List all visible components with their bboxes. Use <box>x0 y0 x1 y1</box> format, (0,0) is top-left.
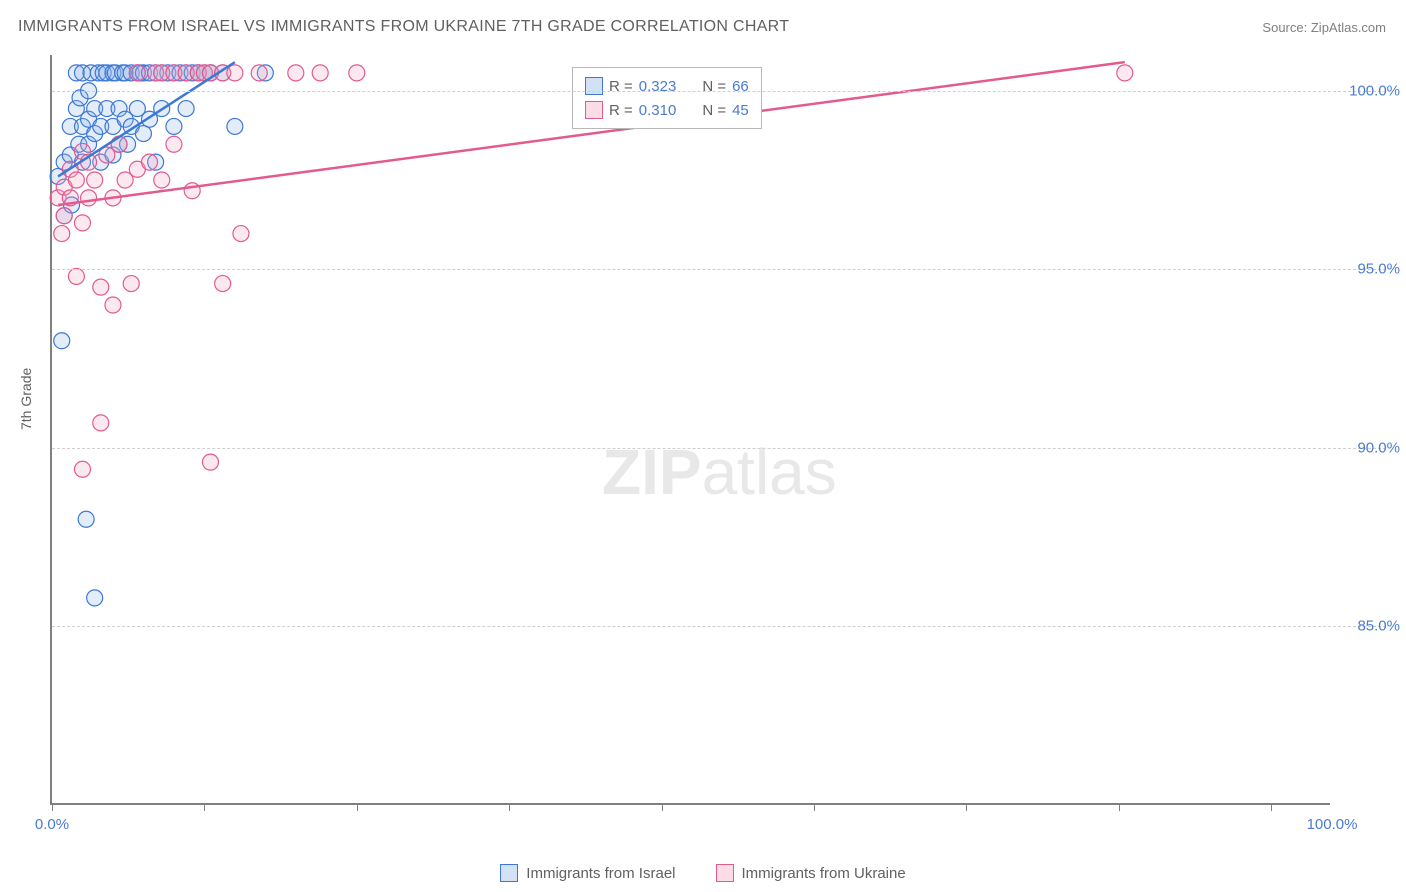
gridline <box>52 448 1386 449</box>
legend-swatch <box>585 101 603 119</box>
scatter-point[interactable] <box>154 172 170 188</box>
scatter-point[interactable] <box>68 172 84 188</box>
source-link[interactable]: ZipAtlas.com <box>1311 20 1386 35</box>
x-tick <box>357 803 358 811</box>
source-attribution: Source: ZipAtlas.com <box>1262 20 1386 35</box>
x-tick <box>204 803 205 811</box>
scatter-point[interactable] <box>74 461 90 477</box>
x-tick <box>814 803 815 811</box>
scatter-point[interactable] <box>93 415 109 431</box>
scatter-point[interactable] <box>202 454 218 470</box>
gridline <box>52 91 1386 92</box>
scatter-point[interactable] <box>56 208 72 224</box>
x-axis-max-label: 100.0% <box>1307 816 1358 833</box>
scatter-point[interactable] <box>81 190 97 206</box>
scatter-point[interactable] <box>111 136 127 152</box>
scatter-point[interactable] <box>87 172 103 188</box>
r-label: R = <box>609 102 633 119</box>
scatter-point[interactable] <box>1117 65 1133 81</box>
x-tick <box>1119 803 1120 811</box>
gridline <box>52 626 1386 627</box>
r-value: 0.310 <box>639 102 677 119</box>
r-label: R = <box>609 78 633 95</box>
n-label: N = <box>702 102 726 119</box>
y-axis-label: 7th Grade <box>18 368 34 430</box>
y-tick-label: 100.0% <box>1340 82 1400 99</box>
legend-label: Immigrants from Ukraine <box>742 865 906 882</box>
scatter-point[interactable] <box>68 268 84 284</box>
scatter-point[interactable] <box>178 101 194 117</box>
x-tick <box>1271 803 1272 811</box>
scatter-point[interactable] <box>166 136 182 152</box>
scatter-point[interactable] <box>233 226 249 242</box>
x-tick <box>966 803 967 811</box>
scatter-point[interactable] <box>215 276 231 292</box>
scatter-point[interactable] <box>142 154 158 170</box>
stats-legend-row: R = 0.310 N = 45 <box>585 98 749 122</box>
legend-label: Immigrants from Israel <box>526 865 675 882</box>
chart-plot-area: ZIPatlas R = 0.323N = 66R = 0.310N = 45 … <box>50 55 1330 805</box>
scatter-point[interactable] <box>349 65 365 81</box>
scatter-svg <box>52 55 1330 803</box>
scatter-point[interactable] <box>227 118 243 134</box>
source-label: Source: <box>1262 20 1307 35</box>
y-tick-label: 95.0% <box>1340 261 1400 278</box>
scatter-point[interactable] <box>87 590 103 606</box>
scatter-point[interactable] <box>54 333 70 349</box>
scatter-point[interactable] <box>312 65 328 81</box>
n-label: N = <box>702 78 726 95</box>
scatter-point[interactable] <box>251 65 267 81</box>
bottom-legend-item: Immigrants from Israel <box>500 864 675 882</box>
stats-legend: R = 0.323 N = 66 R = 0.310 N = 45 <box>572 67 762 129</box>
scatter-point[interactable] <box>129 65 145 81</box>
x-axis-min-label: 0.0% <box>35 816 69 833</box>
scatter-point[interactable] <box>74 215 90 231</box>
scatter-point[interactable] <box>166 118 182 134</box>
n-value: 66 <box>732 78 749 95</box>
x-tick <box>662 803 663 811</box>
scatter-point[interactable] <box>123 276 139 292</box>
bottom-legend: Immigrants from Israel Immigrants from Uk… <box>0 864 1406 882</box>
chart-title: IMMIGRANTS FROM ISRAEL VS IMMIGRANTS FRO… <box>18 18 789 36</box>
legend-swatch <box>500 864 518 882</box>
scatter-point[interactable] <box>288 65 304 81</box>
y-tick-label: 90.0% <box>1340 439 1400 456</box>
x-tick <box>52 803 53 811</box>
scatter-point[interactable] <box>105 297 121 313</box>
stats-legend-row: R = 0.323 N = 66 <box>585 74 749 98</box>
scatter-point[interactable] <box>135 126 151 142</box>
legend-swatch <box>716 864 734 882</box>
x-tick <box>509 803 510 811</box>
scatter-point[interactable] <box>227 65 243 81</box>
r-value: 0.323 <box>639 78 677 95</box>
scatter-point[interactable] <box>78 511 94 527</box>
scatter-point[interactable] <box>54 226 70 242</box>
y-tick-label: 85.0% <box>1340 618 1400 635</box>
gridline <box>52 269 1386 270</box>
n-value: 45 <box>732 102 749 119</box>
bottom-legend-item: Immigrants from Ukraine <box>716 864 906 882</box>
scatter-point[interactable] <box>93 279 109 295</box>
legend-swatch <box>585 77 603 95</box>
